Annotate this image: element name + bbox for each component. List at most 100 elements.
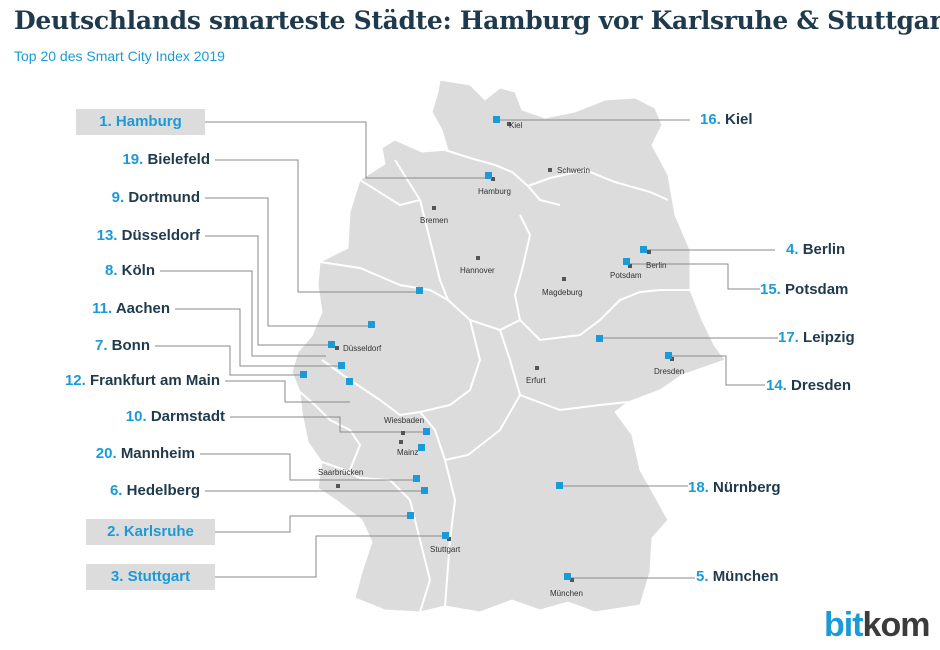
rank: 8. — [104, 262, 118, 279]
marker-aachen — [300, 371, 307, 378]
marker-darmstadt — [418, 444, 425, 451]
ranked-city-markers — [300, 116, 672, 580]
capital-label-berlin: Berlin — [646, 261, 667, 270]
marker-potsdam — [623, 258, 630, 265]
marker-koeln — [338, 362, 345, 369]
label-duesseldorf: 13. Düsseldorf — [97, 226, 200, 246]
city-name: Dortmund — [128, 189, 200, 206]
marker-heidelberg — [421, 487, 428, 494]
capital-marker-duesseldorf — [335, 346, 339, 350]
bitkom-logo: bitkom — [824, 606, 931, 644]
rank: 5. — [696, 568, 709, 585]
capital-marker-mainz — [399, 440, 403, 444]
label-mannheim: 20. Mannheim — [96, 444, 195, 464]
rank: 16. — [700, 111, 721, 128]
marker-kiel — [493, 116, 500, 123]
germany-outline — [291, 79, 726, 613]
marker-hamburg — [485, 172, 492, 179]
rank: 19. — [122, 151, 144, 168]
rank: 7. — [94, 337, 108, 354]
city-name: Köln — [121, 262, 155, 279]
capital-label-saarbruecken: Saarbrücken — [318, 468, 364, 477]
capital-label-mainz: Mainz — [397, 448, 419, 457]
city-name: Stuttgart — [127, 568, 191, 585]
rank: 17. — [778, 329, 799, 346]
label-frankfurt: 12. Frankfurt am Main — [65, 371, 220, 391]
marker-bonn — [346, 378, 353, 385]
rank: 15. — [760, 281, 781, 298]
page-title: Deutschlands smarteste Städte: Hamburg v… — [14, 6, 940, 35]
label-leipzig: 17. Leipzig — [778, 328, 855, 348]
marker-berlin — [640, 246, 647, 253]
rank: 14. — [766, 377, 787, 394]
city-name: Karlsruhe — [123, 523, 194, 540]
capital-marker-schwerin — [548, 168, 552, 172]
label-darmstadt: 10. Darmstadt — [126, 407, 225, 427]
marker-bielefeld — [416, 287, 423, 294]
capital-label-dresden: Dresden — [654, 367, 685, 376]
city-name: Nürnberg — [713, 479, 781, 496]
city-name: Hedelberg — [126, 482, 200, 499]
city-name: Bielefeld — [147, 151, 210, 168]
rank: 12. — [64, 372, 86, 389]
label-dresden: 14. Dresden — [766, 376, 851, 396]
rank: 18. — [688, 479, 709, 496]
label-karlsruhe: 2. Karlsruhe — [86, 519, 215, 545]
capital-label-bremen: Bremen — [420, 216, 449, 225]
marker-leipzig — [596, 335, 603, 342]
city-name: Kiel — [725, 111, 753, 128]
capital-marker-muenchen — [570, 578, 574, 582]
label-berlin: 4. Berlin — [786, 240, 845, 260]
capital-marker-hannover — [476, 256, 480, 260]
capital-label-muenchen: München — [550, 589, 583, 598]
rank: 3. — [110, 568, 124, 585]
capital-label-duesseldorf: Düsseldorf — [343, 344, 382, 353]
label-potsdam: 15. Potsdam — [760, 280, 848, 300]
capital-marker-erfurt — [535, 366, 539, 370]
rank: 6. — [109, 482, 123, 499]
rank: 11. — [92, 300, 113, 317]
label-dortmund: 9. Dortmund — [112, 188, 200, 208]
capital-marker-saarbruecken — [336, 484, 340, 488]
city-name: Frankfurt am Main — [89, 372, 220, 389]
city-name: Düsseldorf — [121, 227, 200, 244]
city-name: Darmstadt — [150, 408, 225, 425]
capital-label-wiesbaden: Wiesbaden — [384, 416, 425, 425]
marker-frankfurt — [423, 428, 430, 435]
marker-nuernberg — [556, 482, 563, 489]
capital-marker-potsdam — [628, 264, 632, 268]
capital-label-hamburg: Hamburg — [478, 187, 511, 196]
marker-duesseldorf — [328, 341, 335, 348]
capital-marker-wiesbaden — [401, 431, 405, 435]
capital-marker-kiel — [507, 122, 511, 126]
state-borders — [299, 149, 690, 613]
marker-dortmund — [368, 321, 375, 328]
marker-karlsruhe — [407, 512, 414, 519]
label-koeln: 8. Köln — [105, 261, 155, 281]
logo-part-kom: kom — [862, 606, 931, 644]
city-name: Mannheim — [120, 445, 195, 462]
rank: 2. — [107, 523, 120, 540]
rank: 9. — [111, 189, 125, 206]
capital-label-stuttgart: Stuttgart — [430, 545, 461, 554]
rank: 13. — [96, 227, 118, 244]
page-subtitle: Top 20 des Smart City Index 2019 — [14, 48, 225, 64]
label-bonn: 7. Bonn — [95, 336, 150, 356]
city-name: Bonn — [111, 337, 150, 354]
marker-stuttgart — [442, 532, 449, 539]
city-name: München — [712, 568, 779, 585]
capital-label-potsdam: Potsdam — [610, 271, 642, 280]
capital-marker-hamburg — [491, 177, 495, 181]
capital-label-schwerin: Schwerin — [557, 166, 590, 175]
label-bielefeld: 19. Bielefeld — [122, 150, 210, 170]
leader-lines — [155, 119, 778, 579]
rank: 20. — [95, 445, 117, 462]
capital-label-erfurt: Erfurt — [526, 376, 546, 385]
capital-label-magdeburg: Magdeburg — [542, 288, 583, 297]
city-name: Potsdam — [785, 281, 849, 298]
capital-label-hannover: Hannover — [460, 266, 495, 275]
city-name: Berlin — [802, 241, 846, 258]
rank: 1. — [99, 113, 112, 130]
label-aachen: 11. Aachen — [92, 299, 170, 319]
